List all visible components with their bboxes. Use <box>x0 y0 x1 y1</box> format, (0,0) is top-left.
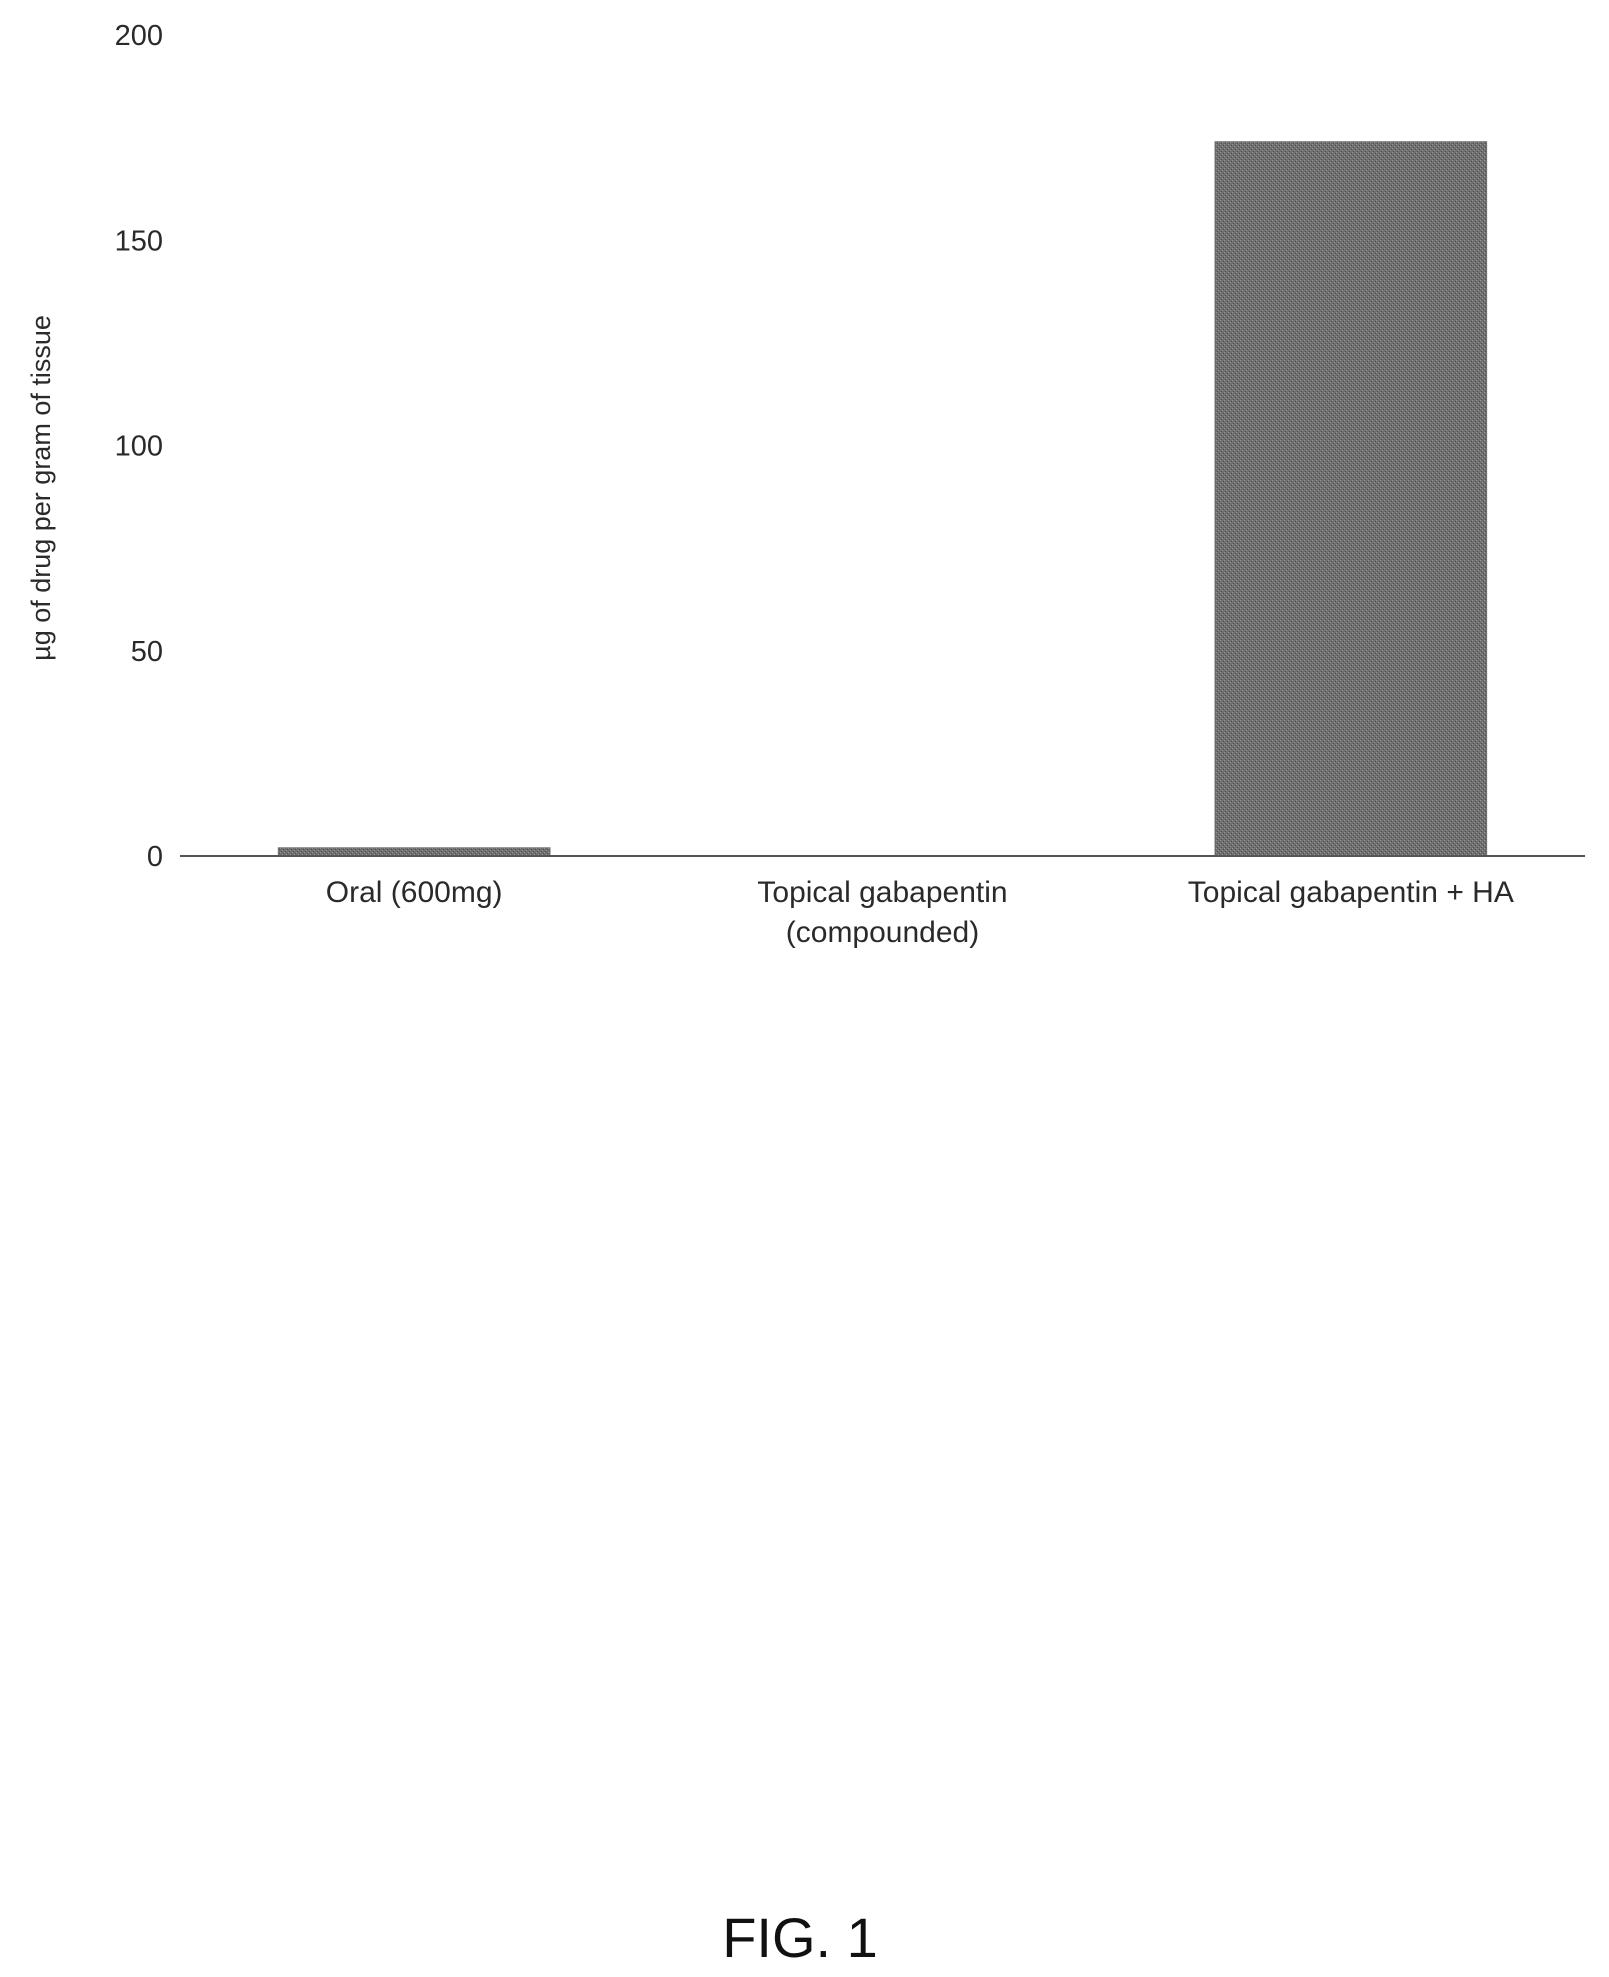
x-category-label-line: Topical gabapentin <box>757 876 1007 909</box>
x-category-label: Topical gabapentin + HA <box>1188 876 1514 909</box>
x-category-label: Oral (600mg) <box>326 876 503 909</box>
x-category-label: Topical gabapentin (compounded) <box>757 876 1007 949</box>
x-category-label-line: (compounded) <box>786 916 979 949</box>
y-axis-ticks: 0 50 100 150 200 <box>115 20 163 873</box>
bar <box>1214 141 1488 857</box>
figure-caption: FIG. 1 <box>722 1906 878 1969</box>
bar <box>277 847 551 857</box>
y-tick-label: 100 <box>115 431 163 463</box>
y-axis-title: µg of drug per gram of tissue <box>26 315 56 661</box>
bars <box>277 141 1488 857</box>
bar-chart: µg of drug per gram of tissue 0 50 100 150 2… <box>26 20 1585 949</box>
x-category-label-line: Topical gabapentin + HA <box>1188 876 1514 909</box>
x-axis-labels: Oral (600mg) Topical gabapentin (compounde… <box>326 876 1514 949</box>
y-tick-label: 50 <box>131 636 163 668</box>
y-tick-label: 200 <box>115 20 163 52</box>
x-category-label-line: Oral (600mg) <box>326 876 503 909</box>
y-tick-label: 150 <box>115 225 163 257</box>
y-tick-label: 0 <box>147 841 163 873</box>
